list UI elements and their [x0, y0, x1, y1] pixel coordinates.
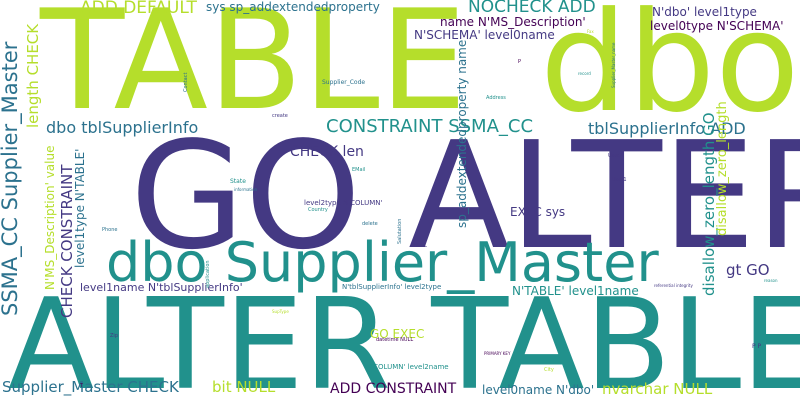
- word-fax: Fax: [587, 29, 594, 34]
- word-record: record: [578, 71, 591, 76]
- word-p: P: [518, 59, 522, 65]
- word-city: City: [544, 367, 554, 373]
- word-user2: User2: [608, 153, 623, 159]
- word-phone: Phone: [102, 227, 118, 233]
- word-supplier-code: Supplier_Code: [322, 79, 366, 86]
- word-create: create: [272, 113, 288, 119]
- word-datetime-null: datetime NULL: [376, 337, 414, 343]
- word-n-schema-level0name: N'SCHEMA' level0name: [414, 28, 555, 42]
- word-ssma-cc-supplier-master: SSMA_CC Supplier_Master: [0, 41, 22, 316]
- word-level2type-n-column: level2type N'COLUMN': [304, 199, 383, 207]
- word-constraint-ssma-cc: CONSTRAINT SSMA_CC: [326, 116, 534, 137]
- word-n-dbo-level1type: N'dbo' level1type: [652, 5, 757, 19]
- word-user1: User1: [612, 177, 627, 183]
- word-name-ms-description: name N'MS_Description': [440, 15, 586, 29]
- word-reason: reason: [764, 278, 778, 283]
- word-exec-sys: EXEC sys: [510, 205, 566, 219]
- word-t: T: [80, 383, 84, 389]
- word-sp-addextendedproperty-name: sp_addextendedproperty name: [455, 39, 469, 228]
- word-nvarchar-null: nvarchar NULL: [602, 380, 713, 398]
- word-dbo-tblsupplierinfo: dbo tblSupplierInfo: [46, 118, 199, 137]
- word-contact: Contact: [183, 72, 189, 92]
- word-level0type-n-schema: level0type N'SCHEMA': [650, 19, 784, 33]
- word-p-p: P P: [752, 343, 762, 350]
- word-dbo-supplier-master: dbo Supplier_Master: [106, 231, 659, 294]
- word-salutation: Salutation: [397, 218, 403, 244]
- word-n-column-level2name: N'COLUMN' level2name: [366, 363, 449, 371]
- word-suptype: SupType: [272, 309, 289, 314]
- word-supplier-master-name: Supplier_Master_name: [611, 42, 616, 88]
- word-sys-sp-addextendedproperty: sys sp_addextendedproperty: [206, 0, 380, 14]
- word-email: EMail: [352, 167, 366, 173]
- word-add-default: ADD DEFAULT: [80, 0, 197, 18]
- word-nocheck-add: NOCHECK ADD: [468, 0, 596, 17]
- word-add-constraint: ADD CONSTRAINT: [330, 381, 457, 397]
- word-country: Country: [308, 207, 328, 213]
- word-primary-key: PRIMARY KEY: [484, 351, 511, 356]
- word-length-check: length CHECK: [24, 23, 42, 128]
- word-information: information: [234, 187, 258, 192]
- word-zip: Zip: [110, 333, 118, 339]
- word-go-exec: GO EXEC: [370, 327, 425, 341]
- word-application: application: [205, 260, 211, 288]
- word-table-large: TABLE: [40, 0, 467, 141]
- word-level0name-n-dbo: level0name N'dbo': [482, 383, 595, 397]
- word-state: State: [230, 178, 246, 185]
- word-gt-go: gt GO: [726, 261, 770, 279]
- word-check-len: CHECK len: [290, 144, 364, 160]
- word-disallow-zero-length: disallow_zero_length: [715, 101, 730, 236]
- word-address: Address: [486, 95, 506, 101]
- word-delete: delete: [362, 221, 378, 227]
- word-level1name-tblsupplierinfo: level1name N'tblSupplierInfo': [80, 281, 243, 294]
- word-supplier-master-check: Supplier_Master CHECK: [2, 378, 179, 396]
- word-bit-null: bit NULL: [212, 378, 276, 396]
- word-tblsupplierinfo-add: tblSupplierInfo ADD: [588, 119, 746, 138]
- word-n-table-level1name: N'TABLE' level1name: [512, 284, 639, 298]
- word-alter-table: ALTER TABLE: [8, 271, 800, 400]
- word-null: NULL: [414, 243, 427, 249]
- word-go-alter: GO ALTER: [130, 110, 800, 282]
- word-referential-integrity: referential integrity: [654, 283, 693, 288]
- word-n-tblsupplierinfo-level2type: N'tblSupplierInfo' level2type: [342, 283, 442, 291]
- word-level1type-n-table: level1type N'TABLE': [73, 148, 87, 268]
- word-ms-description-value: N'MS_Description' value: [43, 145, 57, 290]
- word-dbo-large: dbo: [540, 0, 800, 143]
